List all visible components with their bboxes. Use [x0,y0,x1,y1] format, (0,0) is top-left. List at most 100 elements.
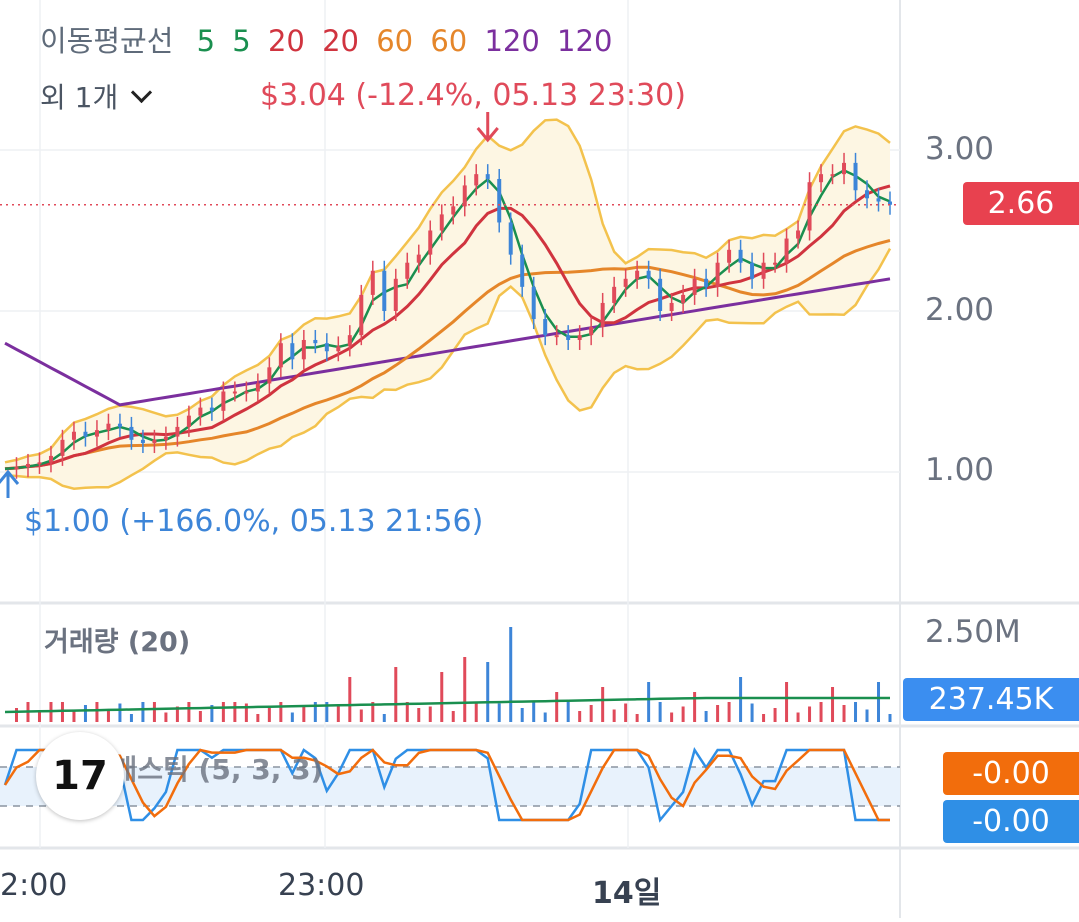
volume-bar [624,703,628,722]
volume-bar [279,702,283,722]
candle-body [612,286,617,303]
stochastic-d-line [3,748,890,822]
volume-bar [520,708,524,722]
candle-body [140,439,145,444]
y-axis-label: 2.00 [925,292,995,328]
candle-body [531,286,536,320]
candle-body [313,339,318,344]
volume-bar [428,706,432,722]
volume-bar [578,711,582,722]
volume-bar [164,712,168,722]
ma20-line [4,184,891,471]
volume-bar [497,703,501,722]
candle-body [520,254,525,287]
volume-bar [233,702,237,722]
candle-body [566,335,571,340]
candle-body [221,391,226,411]
bollinger-lower-line [4,247,892,490]
volume-bar [486,662,490,722]
candle-body [807,182,812,231]
low-price-annotation: $1.00 (+166.0%, 05.13 21:56) [24,504,484,539]
candle-body [439,214,444,231]
ma-legend-item: 60 [430,24,468,58]
volume-bar [739,677,743,722]
chevron-down-icon [131,81,153,103]
volume-bar [589,705,593,722]
volume-bar [647,682,651,722]
candle-body [462,185,467,207]
volume-bar [37,712,41,722]
y-axis-label: 3.00 [925,131,995,167]
volume-bar [129,714,133,722]
candle-body [232,391,237,394]
candle-body [635,270,640,279]
volume-bar [348,677,352,722]
volume-bar [658,702,662,722]
candle-body [382,270,387,311]
candle-body [209,407,214,411]
candle-body [48,455,53,463]
stochastic-d-badge: -0.00 [943,800,1079,843]
candle-body [543,319,548,336]
volume-bar [187,702,191,722]
volume-bar [325,702,329,722]
volume-max-label: 2.50M [925,614,1021,650]
candle-body [554,335,559,338]
candle-body [255,383,260,392]
volume-bar [796,712,800,722]
candle-body [106,423,111,431]
candle-body [865,190,870,199]
candle-body [359,294,364,336]
candle-body [14,467,19,470]
candle-body [692,278,697,295]
volume-bar [106,709,110,722]
volume-bar [336,705,340,722]
ma-legend-item: 20 [322,24,359,58]
volume-bar [888,714,892,722]
tradingview-logo[interactable]: 17 [36,732,124,820]
candle-body [853,162,858,191]
ma-legend: 이동평균선 5 5 20 20 60 60 120 120 [40,18,620,60]
volume-bar [670,712,674,722]
ma-legend-item: 120 [484,24,540,58]
candle-body [715,262,720,287]
candle-body [37,462,42,465]
candle-body [83,431,88,437]
candle-body [681,294,686,303]
candle-body [129,426,134,440]
more-indicators-dropdown[interactable]: 외 1개 [40,76,153,116]
volume-bar [290,712,294,722]
candle-body [784,238,789,263]
volume-bar [612,709,616,722]
volume-bar [440,672,444,722]
x-axis-label: 23:00 [278,868,365,903]
volume-bar [382,714,386,722]
bollinger-upper-line [4,118,891,464]
volume-ma-line [4,696,890,714]
volume-bar [118,703,122,722]
volume-bar [509,627,513,722]
volume-bar [566,702,570,722]
candle-body [301,339,306,360]
low-arrow-icon [0,469,20,498]
candle-body [163,436,168,440]
volume-bar [865,709,869,722]
volume-bar [819,702,823,722]
volume-bar [256,714,260,722]
candle-body [336,346,341,352]
ma-legend-item: 5 [232,24,251,58]
volume-bar [198,711,202,722]
candle-body [117,423,122,427]
volume-bar [302,706,306,722]
candle-body [646,270,651,279]
candle-body [451,206,456,215]
high-arrow-icon [476,112,499,143]
volume-bar [727,702,731,722]
candle-body [738,249,743,263]
candle-body [60,439,65,456]
volume-badge: 237.45K [903,678,1079,721]
candle-body [750,262,755,279]
volume-bar [83,705,87,722]
